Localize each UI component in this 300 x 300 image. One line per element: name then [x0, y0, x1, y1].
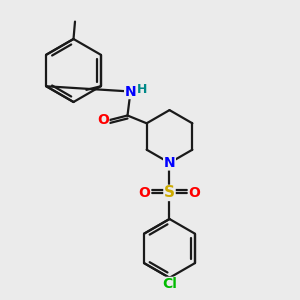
Text: O: O	[188, 186, 200, 200]
Text: S: S	[164, 185, 175, 200]
Text: Cl: Cl	[162, 278, 177, 291]
Text: H: H	[137, 82, 147, 96]
Text: N: N	[125, 85, 136, 98]
Text: N: N	[164, 156, 175, 170]
Text: O: O	[139, 186, 151, 200]
Text: O: O	[97, 113, 109, 127]
